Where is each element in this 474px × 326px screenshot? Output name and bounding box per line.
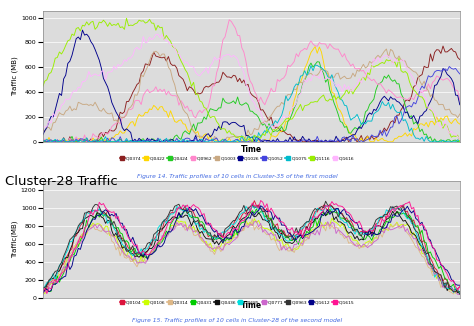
Legend: QI0374, QI0422, QI0424, QI0962, QI1003, QI1026, QI1052, QI1075, QI1116, QI1616: QI0374, QI0422, QI0424, QI0962, QI1003, … [118, 155, 356, 162]
Legend: QI0104, QI0106, QI0314, QI0431, QI0436, QI0685, QI0771, QI0963, QI1612, QI1615: QI0104, QI0106, QI0314, QI0431, QI0436, … [118, 298, 356, 306]
Y-axis label: Traffic (MB): Traffic (MB) [12, 57, 18, 96]
Y-axis label: Traffic(MB): Traffic(MB) [11, 221, 18, 259]
Text: Figure 14. Traffic profiles of 10 cells in Cluster-35 of the first model: Figure 14. Traffic profiles of 10 cells … [137, 174, 337, 179]
Text: Figure 15. Traffic profiles of 10 cells in Cluster-28 of the second model: Figure 15. Traffic profiles of 10 cells … [132, 318, 342, 323]
Text: Cluster-28 Traffic: Cluster-28 Traffic [5, 175, 118, 188]
X-axis label: Time: Time [241, 301, 262, 310]
X-axis label: Time: Time [241, 145, 262, 154]
